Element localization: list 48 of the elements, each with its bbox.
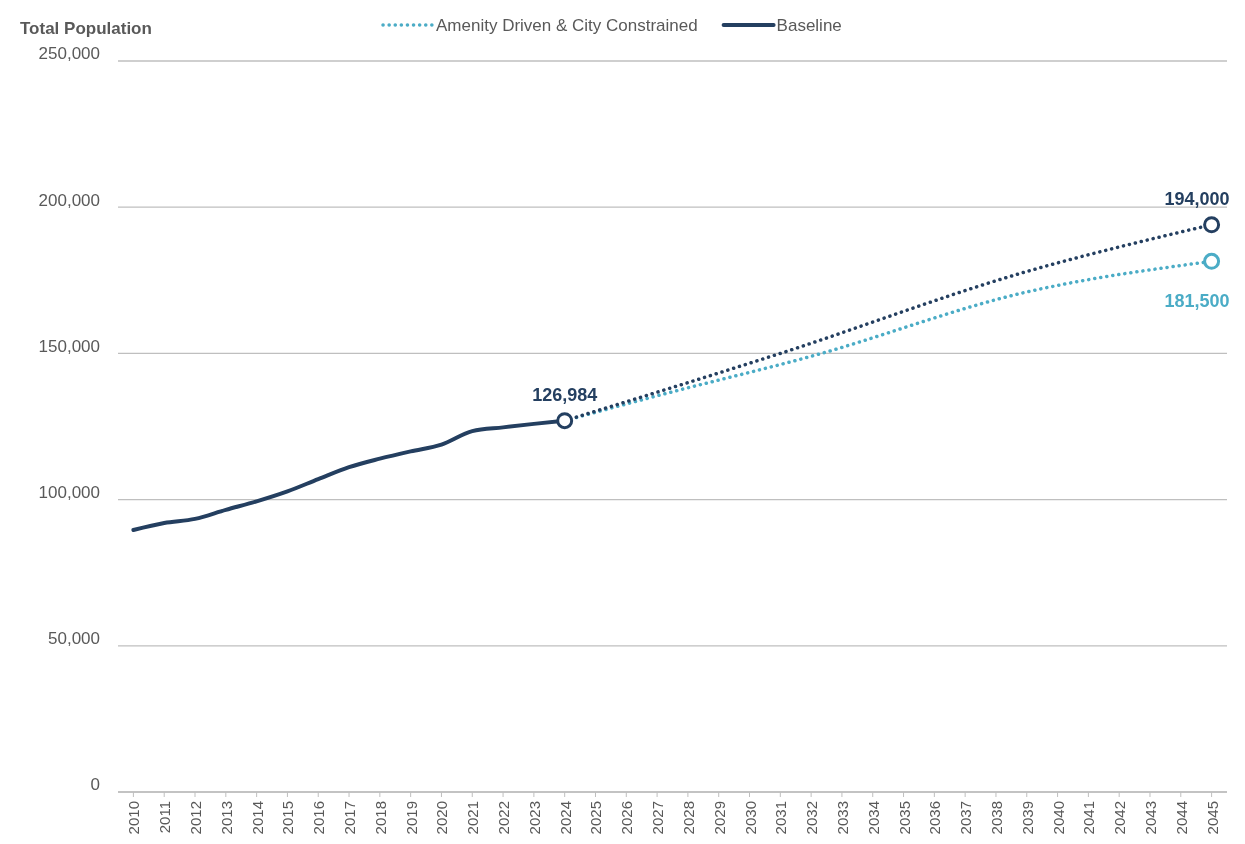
x-tick-label: 2015 bbox=[279, 801, 297, 835]
x-tick-label: 2030 bbox=[741, 801, 759, 835]
x-tick-label: 2023 bbox=[525, 801, 543, 835]
x-tick-label: 2029 bbox=[710, 801, 728, 835]
x-tick-label: 2022 bbox=[495, 801, 513, 835]
y-tick-label: 50,000 bbox=[48, 629, 100, 649]
x-tick-label: 2042 bbox=[1111, 801, 1129, 835]
x-tick-label: 2017 bbox=[341, 801, 359, 835]
legend-label: Baseline bbox=[776, 16, 842, 35]
x-tick-label: 2019 bbox=[402, 801, 420, 835]
x-tick-label: 2011 bbox=[156, 801, 174, 834]
y-tick-label: 100,000 bbox=[38, 482, 100, 502]
x-tick-label: 2037 bbox=[957, 801, 975, 835]
x-tick-label: 2020 bbox=[433, 801, 451, 835]
x-tick-label: 2031 bbox=[772, 801, 790, 835]
x-tick-label: 2026 bbox=[618, 801, 636, 835]
x-tick-label: 2045 bbox=[1203, 801, 1221, 835]
y-axis-title: Total Population bbox=[20, 19, 152, 38]
data-label: 194,000 bbox=[1164, 188, 1230, 209]
x-tick-label: 2039 bbox=[1018, 801, 1036, 835]
y-tick-label: 250,000 bbox=[38, 44, 100, 64]
x-tick-label: 2016 bbox=[310, 801, 328, 835]
x-tick-label: 2018 bbox=[371, 801, 389, 835]
x-tick-label: 2035 bbox=[895, 801, 913, 835]
x-tick-label: 2028 bbox=[679, 801, 697, 835]
x-tick-label: 2021 bbox=[464, 801, 482, 835]
x-tick-label: 2027 bbox=[649, 801, 667, 835]
x-tick-label: 2034 bbox=[864, 801, 882, 835]
x-tick-label: 2036 bbox=[926, 801, 944, 835]
x-tick-label: 2025 bbox=[587, 801, 605, 835]
x-tick-label: 2038 bbox=[987, 801, 1005, 835]
x-tick-label: 2043 bbox=[1141, 801, 1159, 835]
x-tick-label: 2024 bbox=[556, 801, 574, 835]
x-tick-label: 2040 bbox=[1049, 801, 1067, 835]
x-tick-label: 2041 bbox=[1080, 801, 1098, 835]
x-tick-label: 2010 bbox=[125, 801, 143, 835]
legend-label: Amenity Driven & City Constrained bbox=[436, 16, 698, 35]
y-tick-label: 150,000 bbox=[38, 336, 100, 356]
x-tick-label: 2032 bbox=[803, 801, 821, 835]
x-tick-label: 2013 bbox=[217, 801, 235, 835]
x-tick-label: 2014 bbox=[248, 801, 266, 835]
data-label: 126,984 bbox=[532, 384, 598, 405]
x-tick-label: 2044 bbox=[1172, 801, 1190, 835]
x-tick-label: 2033 bbox=[833, 801, 851, 835]
y-tick-label: 0 bbox=[90, 775, 100, 795]
x-tick-label: 2012 bbox=[187, 801, 205, 835]
y-tick-label: 200,000 bbox=[38, 190, 100, 210]
data-label: 181,500 bbox=[1164, 291, 1230, 312]
